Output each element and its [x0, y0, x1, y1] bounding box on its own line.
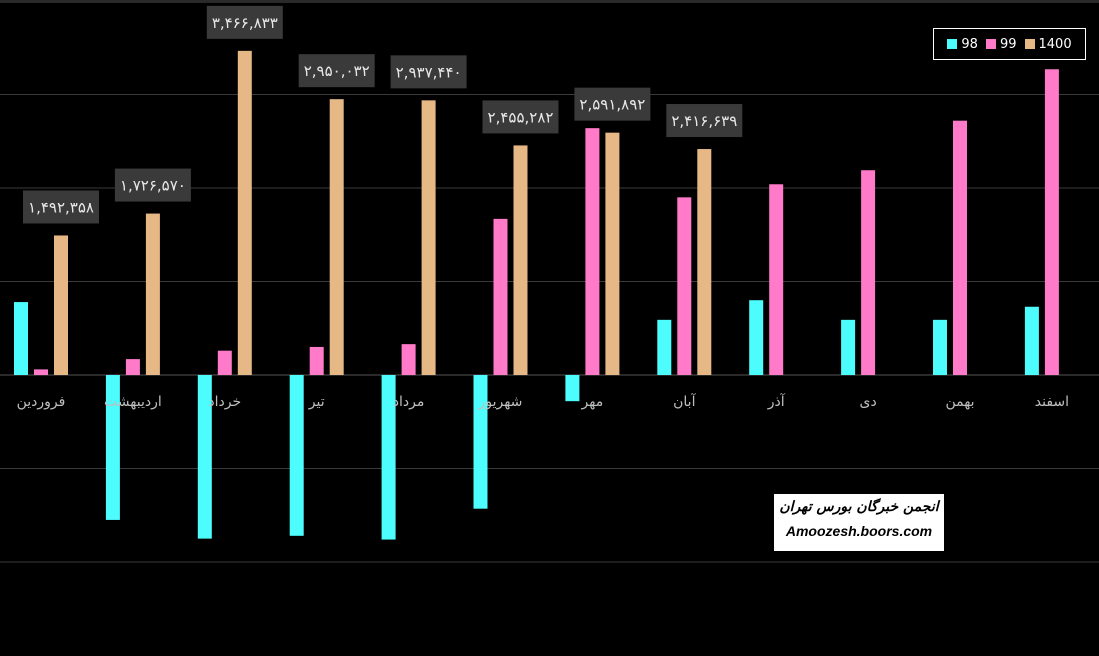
bar-98-9	[841, 319, 856, 375]
data-label: ۲,۹۵۰,۰۳۲	[304, 62, 370, 80]
bar-98-5	[473, 375, 488, 509]
bar-99-3	[309, 346, 324, 375]
legend: 98 99 1400	[933, 28, 1086, 60]
category-label: بهمن	[945, 394, 974, 410]
bar-98-7	[657, 319, 672, 375]
category-label: خرداد	[208, 394, 241, 410]
bar-98-0	[14, 302, 28, 375]
category-label: تیر	[308, 394, 325, 410]
data-label: ۳,۴۶۶,۸۳۳	[212, 14, 278, 32]
bar-99-10	[953, 120, 967, 376]
bar-1400-7	[697, 149, 712, 375]
category-label: فروردین	[17, 394, 66, 410]
category-label: اردیبهشت	[104, 394, 162, 410]
bar-99-11	[1044, 69, 1059, 375]
category-label: دی	[859, 394, 876, 410]
data-label: ۲,۵۹۱,۸۹۲	[579, 96, 645, 114]
legend-label: 99	[999, 36, 1017, 52]
category-label: شهریور	[478, 394, 523, 410]
bar-99-7	[677, 197, 692, 375]
bar-98-11	[1024, 306, 1039, 375]
legend-swatch	[1024, 39, 1035, 49]
bar-98-6	[565, 375, 580, 402]
data-label: ۱,۴۹۲,۳۵۸	[28, 198, 94, 216]
bar-99-1	[125, 359, 140, 375]
top-border	[0, 0, 1099, 3]
bar-98-8	[749, 300, 764, 375]
category-label: مرداد	[393, 394, 425, 410]
bar-99-4	[401, 344, 416, 375]
bar-99-8	[769, 184, 784, 375]
bar-1400-5	[513, 145, 528, 375]
data-label-box	[482, 100, 559, 134]
data-label-box	[574, 87, 651, 121]
data-label: ۲,۹۳۷,۴۴۰	[396, 63, 462, 81]
bar-98-4	[381, 375, 396, 540]
legend-label: 1400	[1038, 36, 1072, 52]
bar-99-0	[34, 369, 48, 375]
data-label-box	[206, 5, 283, 39]
category-label: آبان	[673, 393, 696, 410]
data-label-box	[666, 104, 743, 138]
bar-1400-1	[145, 213, 160, 375]
data-label: ۲,۴۱۶,۶۳۹	[671, 112, 737, 130]
data-label-box	[390, 55, 467, 89]
legend-swatch	[947, 39, 958, 49]
bar-99-5	[493, 218, 508, 375]
data-label-box	[23, 190, 99, 224]
bar-98-2	[197, 375, 212, 539]
bar-99-6	[585, 128, 600, 375]
data-label-box	[114, 168, 191, 202]
legend-item-99: 99	[985, 36, 1017, 52]
data-label-box	[298, 54, 375, 88]
bar-99-2	[217, 350, 232, 375]
legend-swatch	[985, 39, 996, 49]
bar-1400-6	[605, 132, 620, 375]
bar-1400-3	[329, 99, 344, 376]
legend-label: 98	[961, 36, 978, 52]
data-label: ۱,۷۲۶,۵۷۰	[120, 177, 186, 195]
data-label: ۲,۴۵۵,۲۸۲	[488, 108, 554, 126]
legend-item-98: 98	[947, 37, 978, 52]
bar-1400-4	[421, 100, 436, 375]
category-label: اسفند	[1035, 394, 1069, 410]
watermark-line2: Amoozesh.boors.com	[785, 523, 933, 539]
watermark-line1: انجمن خبرگان بورس تهران	[779, 499, 939, 515]
bar-98-1	[105, 375, 120, 520]
bar-1400-0	[54, 235, 68, 375]
bar-1400-2	[237, 50, 252, 376]
bar-98-10	[933, 319, 947, 375]
bar-98-3	[289, 375, 304, 536]
bar-99-9	[861, 170, 876, 375]
category-label: مهر	[581, 394, 604, 410]
category-label: آذر	[767, 393, 786, 410]
legend-item-1400: 1400	[1024, 36, 1072, 52]
watermark: انجمن خبرگان بورس تهران Amoozesh.boors.c…	[774, 494, 944, 551]
